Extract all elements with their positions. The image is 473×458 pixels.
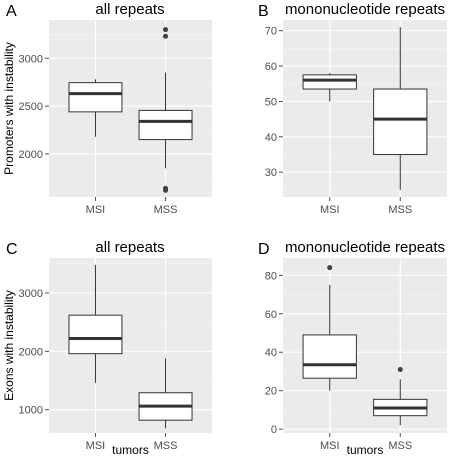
x-axis-title: tumors bbox=[112, 443, 149, 457]
panel-title: all repeats bbox=[95, 239, 164, 256]
y-tick-label: 30 bbox=[265, 167, 277, 179]
panel-a: 2000 2500 3000 MSI MSS A all repeats Promoters … bbox=[2, 1, 212, 216]
box-mss bbox=[373, 367, 428, 426]
box-mss bbox=[138, 358, 193, 429]
x-tick-label: MSS bbox=[154, 204, 178, 216]
y-tick-label: 20 bbox=[265, 386, 277, 398]
y-tick-label: 2500 bbox=[19, 101, 43, 113]
y-tick-label: 60 bbox=[265, 61, 277, 73]
outlier-point bbox=[163, 27, 169, 33]
y-tick-label: 2000 bbox=[19, 346, 43, 358]
x-tick-label: MSS bbox=[388, 204, 412, 216]
y-tick-label: 40 bbox=[265, 132, 277, 144]
box-msi bbox=[302, 73, 357, 102]
outlier-point bbox=[397, 367, 403, 373]
y-tick-label: 40 bbox=[265, 347, 277, 359]
panel-letter: A bbox=[6, 3, 17, 20]
box-mss bbox=[138, 27, 193, 193]
box-body bbox=[138, 109, 193, 141]
y-tick-label: 3000 bbox=[19, 53, 43, 65]
box-msi bbox=[302, 265, 357, 391]
y-tick-label: 0 bbox=[271, 424, 277, 436]
box-body bbox=[302, 334, 357, 379]
box-body bbox=[68, 82, 123, 113]
outlier-point bbox=[163, 187, 169, 193]
y-axis-title: Promoters with instability bbox=[2, 42, 16, 175]
outlier-point bbox=[327, 265, 333, 271]
panel-title: mononucleotide repeats bbox=[285, 1, 445, 18]
panel-b: 30 40 50 60 70 MSI MSS B mononucleotide repeats bbox=[258, 1, 447, 216]
panel-letter: D bbox=[258, 241, 270, 258]
y-tick-label: 60 bbox=[265, 309, 277, 321]
y-tick-label: 50 bbox=[265, 96, 277, 108]
panel-letter: C bbox=[6, 241, 18, 258]
panel-c: 1000 2000 3000 MSI MSS C all repeats Exons with… bbox=[2, 239, 212, 457]
x-tick-label: MSI bbox=[320, 440, 340, 452]
y-tick-label: 1000 bbox=[19, 405, 43, 417]
box-body bbox=[68, 314, 123, 355]
x-tick-label: MSS bbox=[154, 440, 178, 452]
y-tick-label: 70 bbox=[265, 26, 277, 38]
y-tick-label: 3000 bbox=[19, 288, 43, 300]
box-msi bbox=[68, 265, 123, 383]
panel-title: mononucleotide repeats bbox=[285, 239, 445, 256]
x-tick-label: MSS bbox=[388, 440, 412, 452]
y-tick-label: 2000 bbox=[19, 149, 43, 161]
box-body bbox=[302, 74, 357, 90]
box-body bbox=[373, 88, 428, 156]
outlier-point bbox=[163, 33, 169, 39]
panel-d: 0 20 40 60 80 MSI MSS D mononucleotide repeats tu… bbox=[258, 239, 447, 457]
y-tick-label: 80 bbox=[265, 270, 277, 282]
box-msi bbox=[68, 79, 123, 137]
x-tick-label: MSI bbox=[86, 440, 106, 452]
box-mss bbox=[373, 27, 428, 190]
panel-title: all repeats bbox=[95, 1, 164, 18]
x-tick-label: MSI bbox=[86, 204, 106, 216]
panel-letter: B bbox=[258, 3, 269, 20]
y-axis-title: Exons with instability bbox=[2, 290, 16, 401]
x-tick-label: MSI bbox=[320, 204, 340, 216]
x-axis-title: tumors bbox=[347, 443, 384, 457]
